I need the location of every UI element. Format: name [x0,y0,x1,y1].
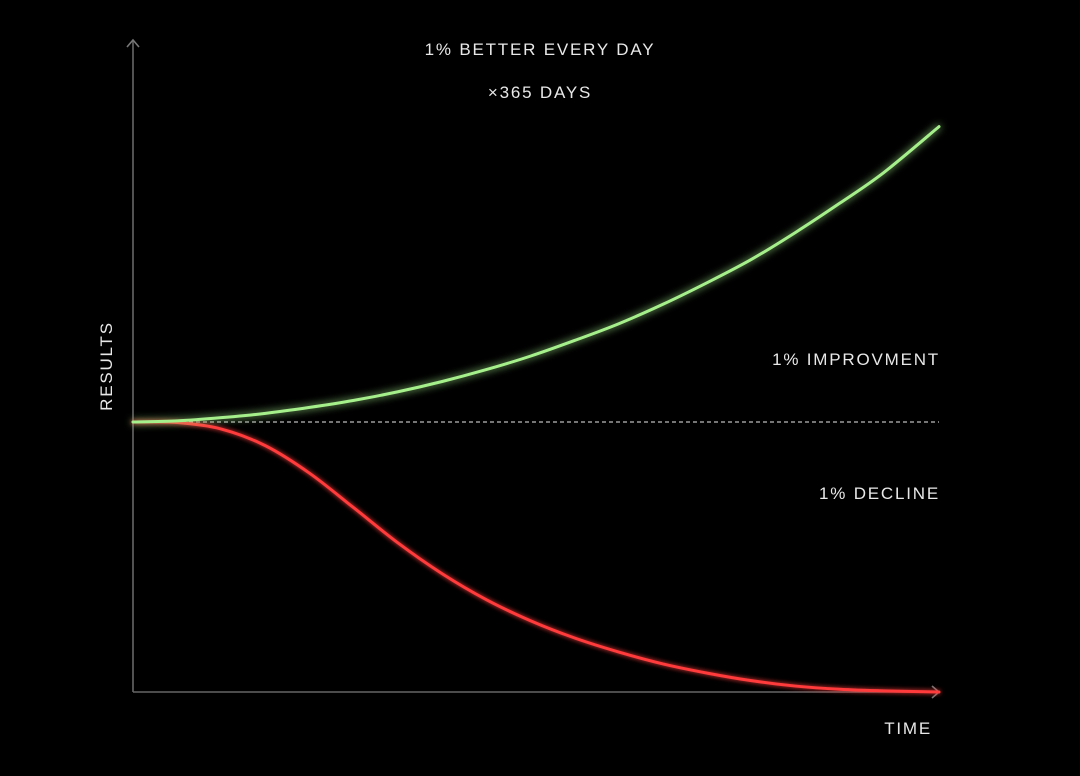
legend-label-decline: 1% DECLINE [819,484,940,503]
chart-subtitle: ×365 DAYS [488,83,592,102]
series-line-decline [131,420,941,694]
y-axis-arrow-icon [126,38,140,48]
chart-title: 1% BETTER EVERY DAY [425,40,656,59]
series-line-improvement [131,125,941,424]
legend-label-improvement: 1% IMPROVMENT [772,350,940,369]
y-axis-label: RESULTS [97,321,116,411]
x-axis-label: TIME [884,719,932,738]
